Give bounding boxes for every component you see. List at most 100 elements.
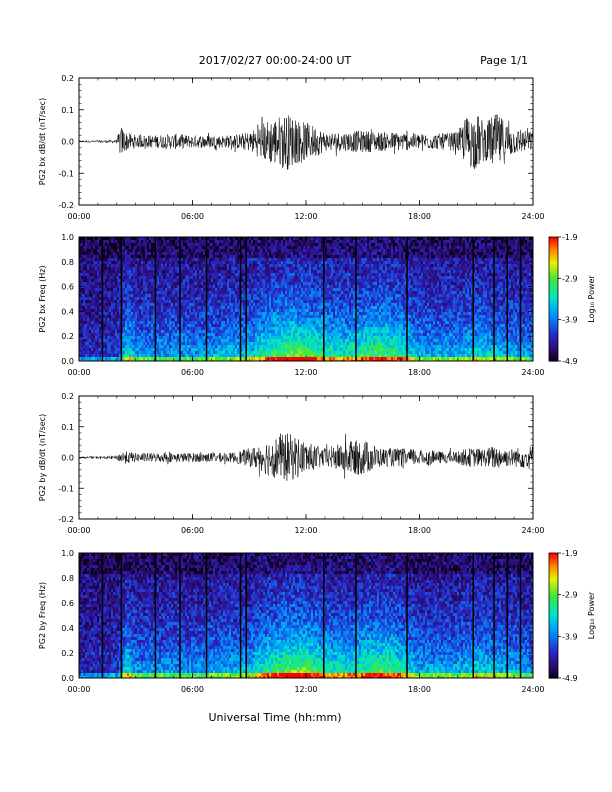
spectrogram-cell [81, 294, 83, 297]
spectrogram-cell [293, 264, 295, 267]
spectrogram-cell [197, 324, 199, 327]
spectrogram-cell [87, 309, 89, 312]
spectrogram-cell [135, 321, 137, 324]
spectrogram-cell [213, 267, 215, 270]
spectrogram-cell [167, 324, 169, 327]
spectrogram-cell [285, 324, 287, 327]
spectrogram-cell [303, 258, 305, 261]
spectrogram-cell [229, 339, 231, 342]
spectrogram-cell [139, 300, 141, 303]
spectrogram-cell [141, 339, 143, 342]
spectrogram-cell [135, 315, 137, 318]
spectrogram-cell [149, 297, 151, 300]
spectrogram-cell [131, 264, 133, 267]
spectrogram-cell [271, 237, 273, 240]
spectrogram-cell [261, 249, 263, 252]
spectrogram-cell [215, 321, 217, 324]
spectrogram-cell [145, 294, 147, 297]
spectrogram-cell [95, 291, 97, 294]
spectrogram-cell [253, 330, 255, 333]
spectrogram-cell [213, 300, 215, 303]
spectrogram-cell [91, 282, 93, 285]
spectrogram-cell [233, 285, 235, 288]
spectrogram-cell [159, 336, 161, 339]
spectrogram-cell [261, 333, 263, 336]
spectrogram-cell [91, 279, 93, 282]
spectrogram-cell [257, 264, 259, 267]
spectrogram-cell [209, 312, 211, 315]
spectrogram-cell [301, 312, 303, 315]
spectrogram-cell [171, 303, 173, 306]
spectrogram-cell [299, 294, 301, 297]
spectrogram-cell [209, 243, 211, 246]
spectrogram-cell [171, 258, 173, 261]
spectrogram-cell [259, 312, 261, 315]
spectrogram-cell [251, 351, 253, 354]
spectrogram-cell [273, 318, 275, 321]
spectrogram-cell [223, 300, 225, 303]
spectrogram-cell [149, 348, 151, 351]
spectrogram-cell [183, 309, 185, 312]
spectrogram-cell [195, 324, 197, 327]
spectrogram-cell [103, 270, 105, 273]
spectrogram-cell [233, 300, 235, 303]
spectrogram-cell [285, 258, 287, 261]
spectrogram-cell [273, 252, 275, 255]
spectrogram-cell [81, 345, 83, 348]
spectrogram-cell [281, 270, 283, 273]
spectrogram-cell [89, 252, 91, 255]
spectrogram-cell [165, 336, 167, 339]
spectrogram-cell [269, 318, 271, 321]
spectrogram-cell [235, 324, 237, 327]
spectrogram-cell [191, 297, 193, 300]
spectrogram-cell [117, 258, 119, 261]
spectrogram-cell [115, 264, 117, 267]
spectrogram-cell [237, 261, 239, 264]
spectrogram-cell [221, 261, 223, 264]
spectrogram-cell [135, 297, 137, 300]
spectrogram-cell [307, 264, 309, 267]
spectrogram-cell [217, 309, 219, 312]
spectrogram-cell [257, 243, 259, 246]
spectrogram-cell [141, 249, 143, 252]
spectrogram-cell [271, 333, 273, 336]
spectrogram-cell [99, 327, 101, 330]
spectrogram-cell [153, 324, 155, 327]
spectrogram-cell [261, 309, 263, 312]
spectrogram-cell [269, 285, 271, 288]
spectrogram-cell [151, 276, 153, 279]
spectrogram-cell [125, 270, 127, 273]
spectrogram-cell [141, 252, 143, 255]
spectrogram-cell [199, 264, 201, 267]
spectrogram-cell [167, 336, 169, 339]
spectrogram-cell [243, 309, 245, 312]
spectrogram-cell [131, 324, 133, 327]
spectrogram-cell [293, 345, 295, 348]
spectrogram-cell [227, 285, 229, 288]
spectrogram-cell [181, 324, 183, 327]
spectrogram-cell [271, 303, 273, 306]
spectrogram-cell [115, 276, 117, 279]
spectrogram-cell [231, 303, 233, 306]
spectrogram-cell [237, 255, 239, 258]
spectrogram-cell [301, 354, 303, 357]
spectrogram-cell [189, 324, 191, 327]
spectrogram-cell [279, 264, 281, 267]
spectrogram-cell [99, 243, 101, 246]
spectrogram-cell [93, 273, 95, 276]
spectrogram-cell [309, 297, 311, 300]
spectrogram-cell [193, 303, 195, 306]
spectrogram-cell [309, 261, 311, 264]
spectrogram-cell [213, 252, 215, 255]
spectrogram-cell [243, 246, 245, 249]
spectrogram-cell [99, 246, 101, 249]
spectrogram-cell [177, 291, 179, 294]
spectrogram-cell [189, 318, 191, 321]
spectrogram-cell [189, 309, 191, 312]
spectrogram-cell [169, 282, 171, 285]
spectrogram-cell [243, 285, 245, 288]
spectrogram-cell [85, 312, 87, 315]
spectrogram-cell [301, 327, 303, 330]
spectrogram-cell [273, 336, 275, 339]
spectrogram-cell [107, 330, 109, 333]
